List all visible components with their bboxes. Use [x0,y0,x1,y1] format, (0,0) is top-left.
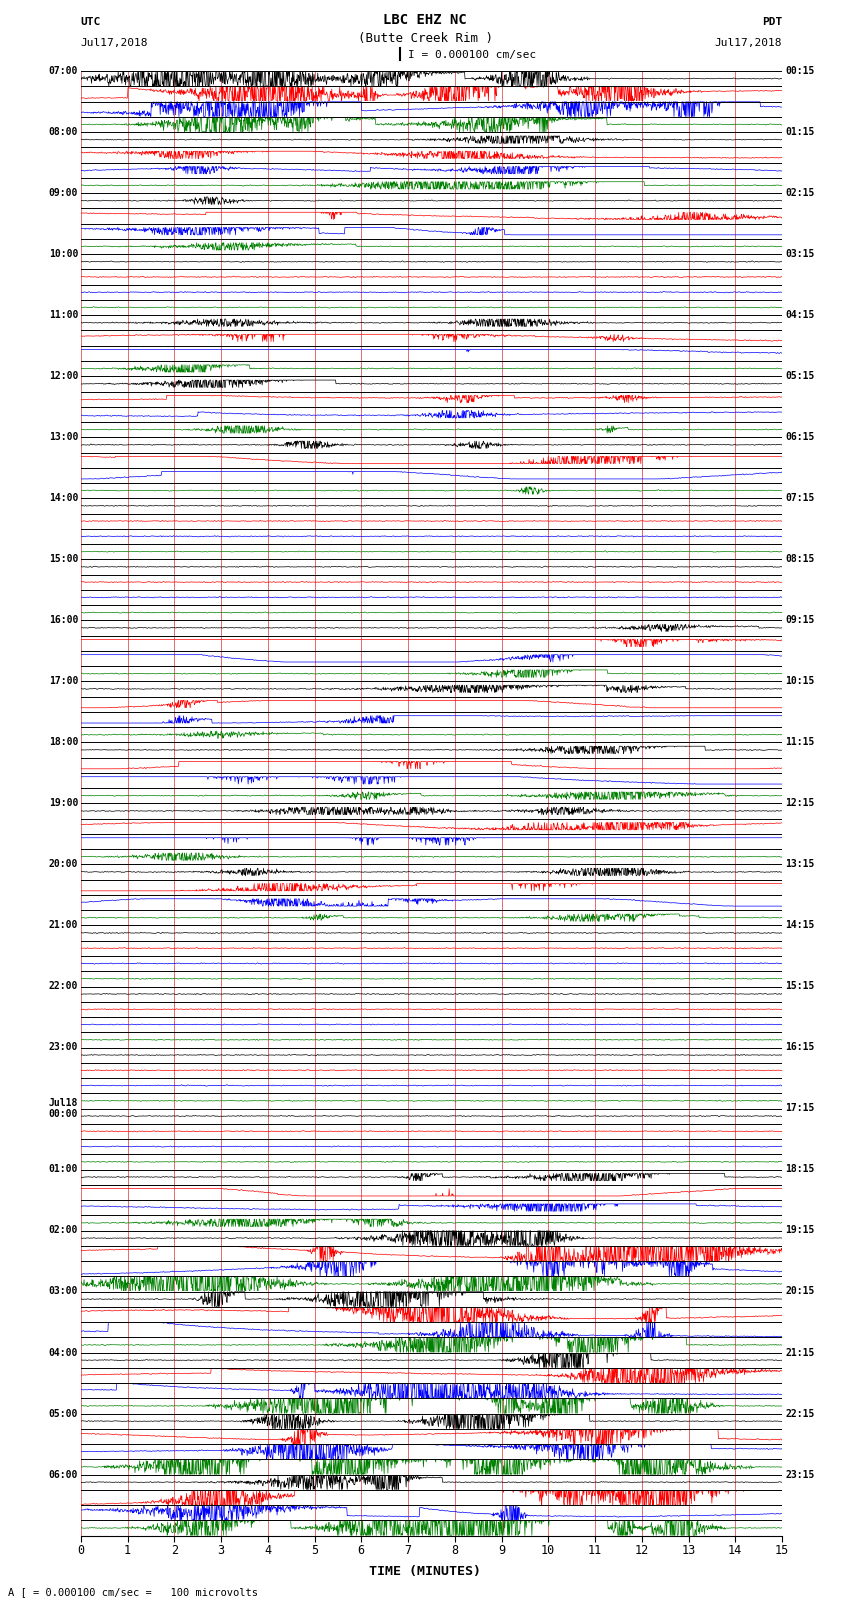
Text: 04:15: 04:15 [785,310,815,319]
Text: 09:00: 09:00 [48,189,78,198]
Text: Jul18
00:00: Jul18 00:00 [48,1097,78,1119]
Text: 15:00: 15:00 [48,555,78,565]
Text: 18:15: 18:15 [785,1165,815,1174]
Text: 23:00: 23:00 [48,1042,78,1052]
Text: 10:00: 10:00 [48,248,78,260]
Text: 19:00: 19:00 [48,798,78,808]
Text: 21:15: 21:15 [785,1347,815,1358]
Text: 22:15: 22:15 [785,1408,815,1418]
Text: 06:00: 06:00 [48,1469,78,1479]
Text: LBC EHZ NC: LBC EHZ NC [383,13,467,27]
Text: 14:15: 14:15 [785,921,815,931]
Text: 17:00: 17:00 [48,676,78,686]
Text: 07:00: 07:00 [48,66,78,76]
Text: 02:00: 02:00 [48,1226,78,1236]
Text: Jul17,2018: Jul17,2018 [81,39,148,48]
Text: 16:00: 16:00 [48,615,78,626]
Text: UTC: UTC [81,18,101,27]
Text: 07:15: 07:15 [785,494,815,503]
Text: 17:15: 17:15 [785,1103,815,1113]
Text: 12:15: 12:15 [785,798,815,808]
Text: 08:00: 08:00 [48,127,78,137]
Text: 12:00: 12:00 [48,371,78,381]
Text: 03:15: 03:15 [785,248,815,260]
Text: 22:00: 22:00 [48,981,78,992]
Text: 15:15: 15:15 [785,981,815,992]
Text: (Butte Creek Rim ): (Butte Creek Rim ) [358,32,492,45]
Text: A [ = 0.000100 cm/sec =   100 microvolts: A [ = 0.000100 cm/sec = 100 microvolts [8,1587,258,1597]
Text: 01:15: 01:15 [785,127,815,137]
Text: 13:00: 13:00 [48,432,78,442]
Text: Jul17,2018: Jul17,2018 [715,39,782,48]
Text: 09:15: 09:15 [785,615,815,626]
Text: TIME (MINUTES): TIME (MINUTES) [369,1565,481,1578]
Text: PDT: PDT [762,18,782,27]
Text: 20:15: 20:15 [785,1287,815,1297]
Text: 04:00: 04:00 [48,1347,78,1358]
Text: 18:00: 18:00 [48,737,78,747]
Text: I = 0.000100 cm/sec: I = 0.000100 cm/sec [408,50,536,60]
Text: 01:00: 01:00 [48,1165,78,1174]
Text: 02:15: 02:15 [785,189,815,198]
Text: 06:15: 06:15 [785,432,815,442]
Text: 10:15: 10:15 [785,676,815,686]
Text: 11:00: 11:00 [48,310,78,319]
Text: 23:15: 23:15 [785,1469,815,1479]
Text: 20:00: 20:00 [48,860,78,869]
Text: 08:15: 08:15 [785,555,815,565]
Text: 00:15: 00:15 [785,66,815,76]
Text: 13:15: 13:15 [785,860,815,869]
Text: 21:00: 21:00 [48,921,78,931]
Text: 16:15: 16:15 [785,1042,815,1052]
Text: 14:00: 14:00 [48,494,78,503]
Text: 05:00: 05:00 [48,1408,78,1418]
Text: 05:15: 05:15 [785,371,815,381]
Text: 03:00: 03:00 [48,1287,78,1297]
Text: 19:15: 19:15 [785,1226,815,1236]
Text: 11:15: 11:15 [785,737,815,747]
